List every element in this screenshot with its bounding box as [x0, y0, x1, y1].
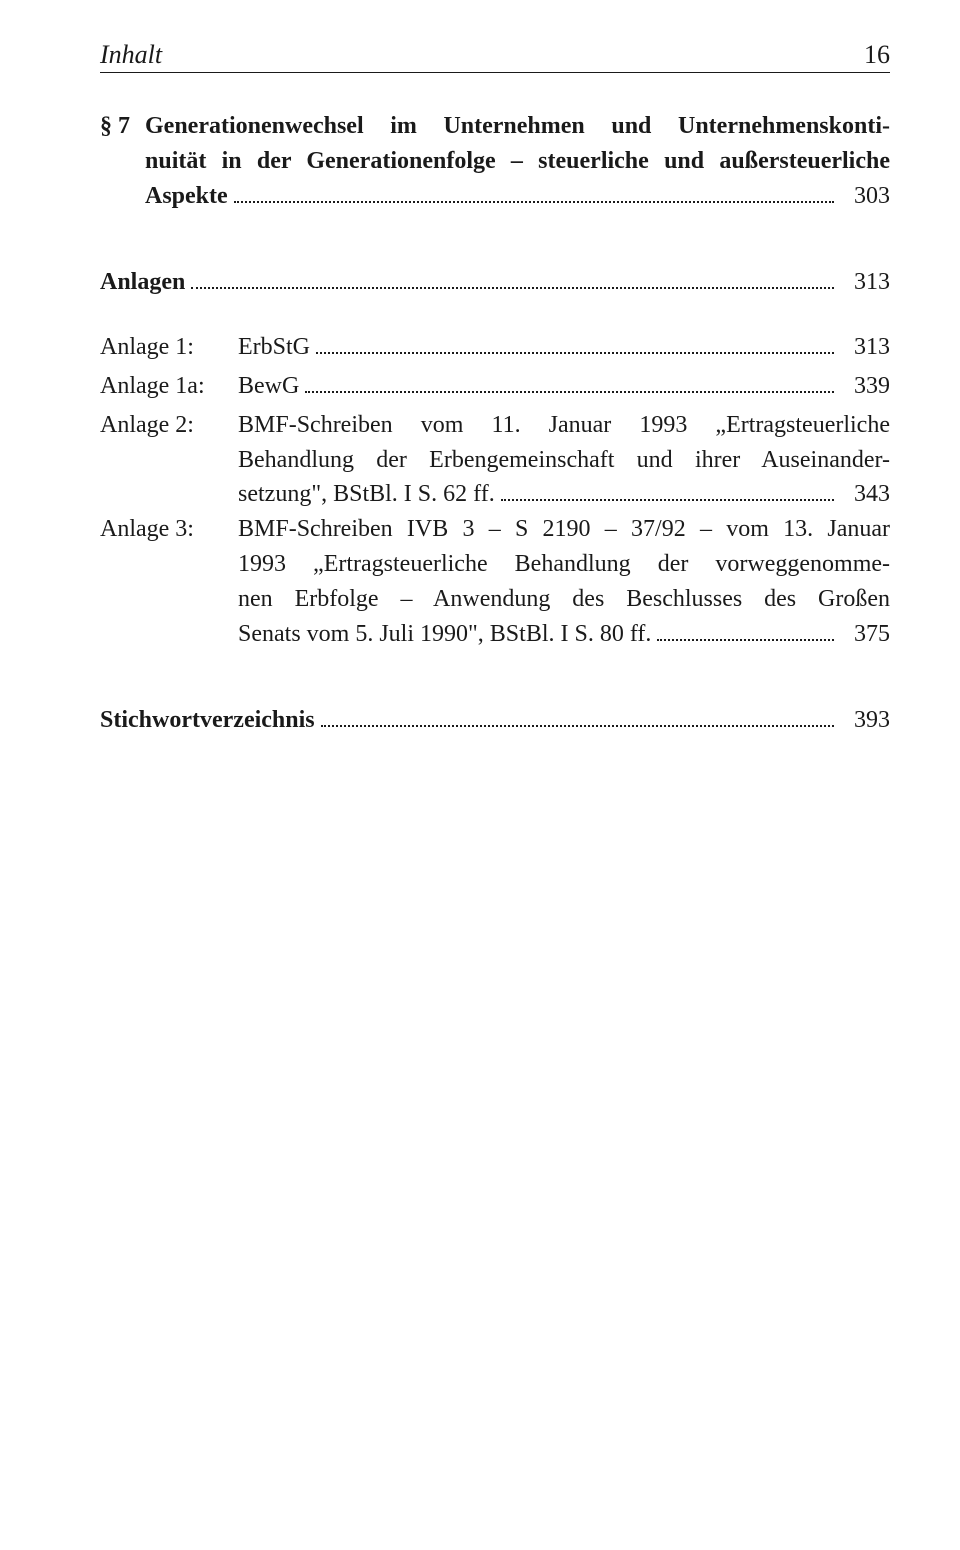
section-7-label: § 7	[100, 109, 145, 144]
index-row: Stichwortverzeichnis 393	[100, 703, 890, 738]
section-7-body: Generationenwechsel im Unternehmen und U…	[145, 109, 890, 213]
leader-dots	[657, 617, 834, 641]
anlage-3-line1: BMF-Schreiben IVB 3 – S 2190 – 37/92 – v…	[238, 512, 890, 547]
anlage-1a-label: Anlage 1a:	[100, 369, 238, 404]
anlage-1a-page: 339	[840, 369, 890, 404]
section-7: § 7 Generationenwechsel im Unternehmen u…	[100, 109, 890, 213]
anlage-1-row: Anlage 1: ErbStG 313	[100, 330, 890, 365]
header-title: Inhalt	[100, 40, 162, 70]
index-label: Stichwortverzeichnis	[100, 703, 315, 738]
anlage-1a-text: BewG	[238, 369, 299, 404]
anlage-1-page: 313	[840, 330, 890, 365]
anlage-1-label: Anlage 1:	[100, 330, 238, 365]
anlage-3-line2: 1993 „Ertragsteuerliche Behandlung der v…	[238, 547, 890, 582]
anlagen-heading: Anlagen	[100, 265, 185, 300]
section-7-page: 303	[840, 179, 890, 214]
leader-dots	[305, 369, 834, 393]
index-page: 393	[840, 703, 890, 738]
header-page-number: 16	[864, 40, 890, 70]
anlage-3-page: 375	[840, 617, 890, 652]
anlage-2-label: Anlage 2:	[100, 408, 238, 443]
anlage-2-line3: setzung", BStBl. I S. 62 ff.	[238, 477, 495, 512]
anlage-3-body: BMF-Schreiben IVB 3 – S 2190 – 37/92 – v…	[238, 512, 890, 651]
anlagen-heading-page: 313	[840, 265, 890, 300]
anlagen-heading-row: Anlagen 313	[100, 265, 890, 300]
anlage-2-body: BMF-Schreiben vom 11. Januar 1993 „Ertra…	[238, 408, 890, 512]
leader-dots	[191, 265, 834, 289]
section-7-line3: Aspekte	[145, 179, 228, 214]
anlage-3-label: Anlage 3:	[100, 512, 238, 547]
page-header: Inhalt 16	[100, 40, 890, 73]
section-7-line2: nuität in der Generationenfolge – steuer…	[145, 144, 890, 179]
anlage-2-line1: BMF-Schreiben vom 11. Januar 1993 „Ertra…	[238, 408, 890, 443]
anlage-3-row: Anlage 3: BMF-Schreiben IVB 3 – S 2190 –…	[100, 512, 890, 651]
anlage-3-line4: Senats vom 5. Juli 1990", BStBl. I S. 80…	[238, 617, 651, 652]
section-7-lastline: Aspekte 303	[145, 179, 890, 214]
anlage-2-lastline: setzung", BStBl. I S. 62 ff. 343	[238, 477, 890, 512]
anlage-2-line2: Behandlung der Erbengemeinschaft und ihr…	[238, 443, 890, 478]
leader-dots	[321, 703, 834, 727]
leader-dots	[234, 179, 834, 203]
anlage-1-text: ErbStG	[238, 330, 310, 365]
anlage-3-line3: nen Erbfolge – Anwendung des Beschlusses…	[238, 582, 890, 617]
anlage-2-row: Anlage 2: BMF-Schreiben vom 11. Januar 1…	[100, 408, 890, 512]
document-page: Inhalt 16 § 7 Generationenwechsel im Unt…	[0, 0, 960, 802]
anlage-3-lastline: Senats vom 5. Juli 1990", BStBl. I S. 80…	[238, 617, 890, 652]
anlage-1a-row: Anlage 1a: BewG 339	[100, 369, 890, 404]
anlage-2-page: 343	[840, 477, 890, 512]
leader-dots	[501, 478, 834, 502]
leader-dots	[316, 330, 834, 354]
section-7-line1: Generationenwechsel im Unternehmen und U…	[145, 109, 890, 144]
